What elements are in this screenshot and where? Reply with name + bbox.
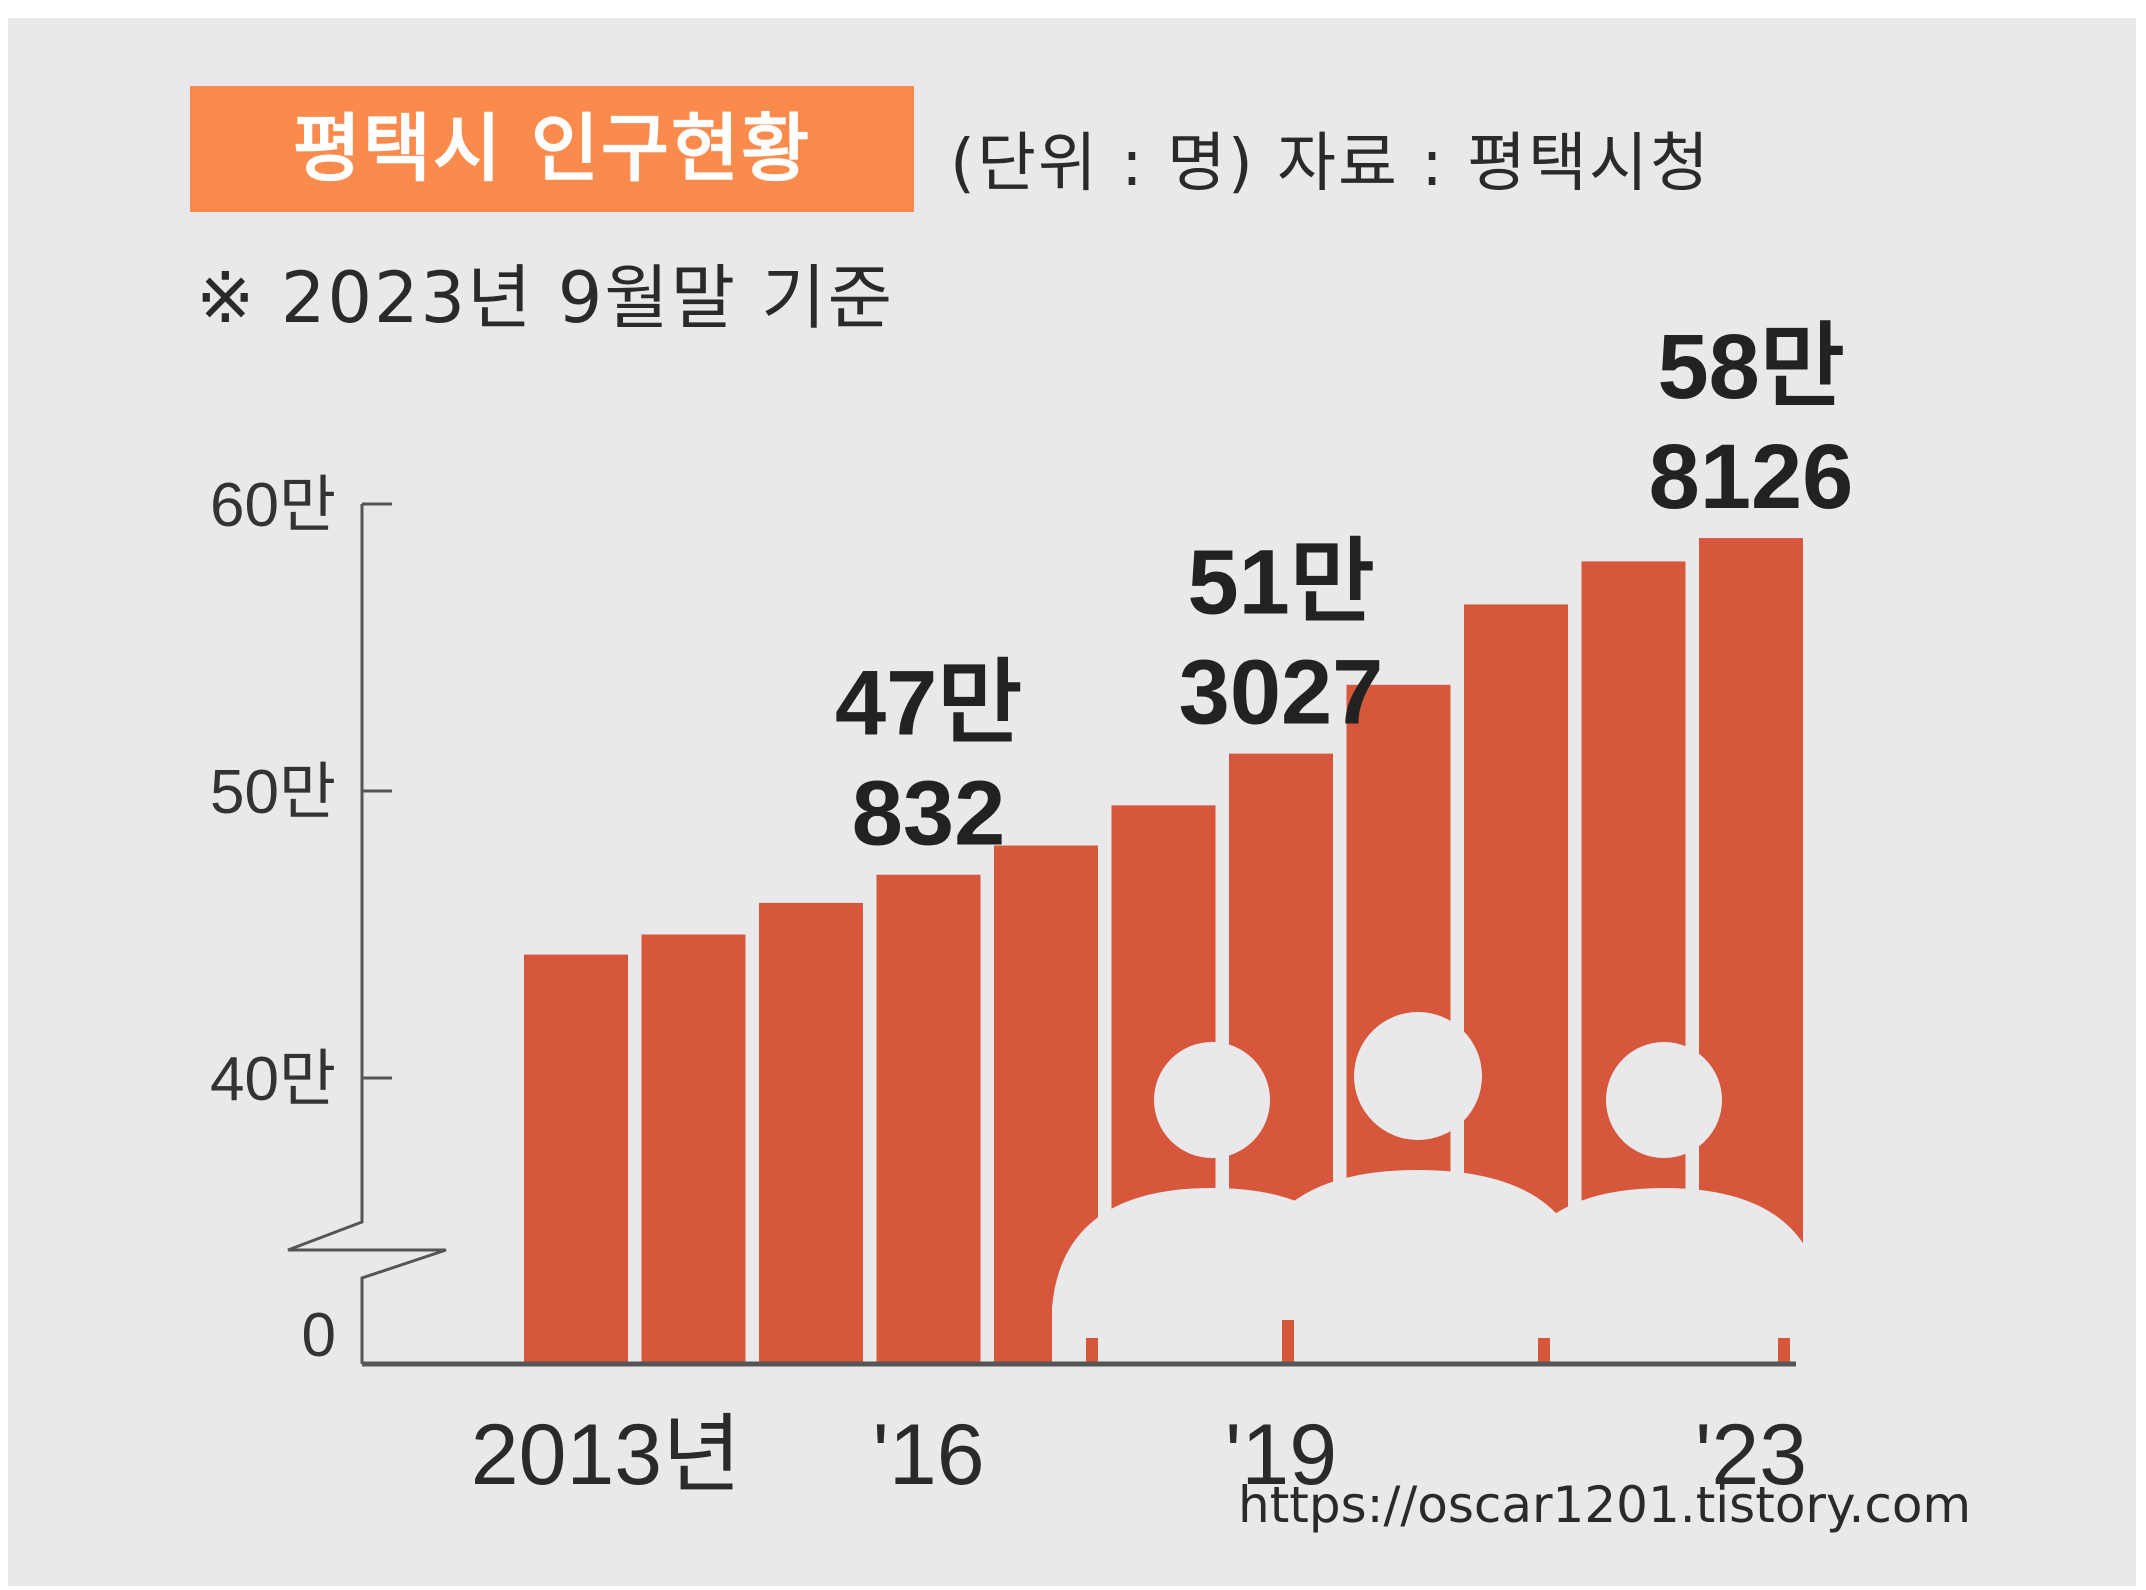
data-label: 3027 [1179, 642, 1384, 744]
data-label: 47만 [835, 653, 1022, 755]
person-arm-line [1086, 1338, 1098, 1364]
y-tick-label: 0 [302, 1301, 336, 1370]
people-silhouette-icon [1052, 1012, 1824, 1364]
data-label: 58만 [1658, 316, 1845, 418]
chart-title: 평택시 인구현황 [190, 86, 914, 212]
bar-2014 [641, 934, 746, 1364]
y-tick-label: 60만 [210, 471, 336, 540]
unit-source-note: (단위 : 명) 자료 : 평택시청 [950, 127, 1711, 201]
person-arm-line [1282, 1320, 1294, 1364]
data-label: 8126 [1649, 426, 1854, 528]
data-label: 832 [852, 763, 1006, 865]
person-body-3 [1504, 1188, 1824, 1364]
bar-2016 [876, 874, 981, 1364]
person-head-1 [1154, 1042, 1270, 1158]
person-head-2 [1354, 1012, 1482, 1140]
axes-group: 0 40만 50만 60만 [210, 471, 1796, 1370]
bar-2013 [524, 954, 628, 1364]
watermark-url: https://oscar1201.tistory.com [1238, 1476, 1972, 1534]
y-axis-break-line [287, 504, 447, 1364]
data-label: 51만 [1188, 532, 1375, 634]
y-tick-label: 40만 [210, 1045, 336, 1114]
y-tick-label: 50만 [210, 758, 336, 827]
x-tick-label: '23 [1695, 1407, 1807, 1503]
person-head-3 [1606, 1042, 1722, 1158]
person-arm-line [1538, 1338, 1550, 1364]
x-tick-label: 2013년 [471, 1407, 741, 1503]
reference-date-note: ※ 2023년 9월말 기준 [196, 257, 895, 339]
bar-2015 [759, 902, 863, 1364]
x-tick-label: '19 [1225, 1407, 1337, 1503]
person-arm-line [1778, 1338, 1790, 1364]
person-body-2 [1248, 1170, 1588, 1364]
x-tick-label: '16 [872, 1407, 984, 1503]
